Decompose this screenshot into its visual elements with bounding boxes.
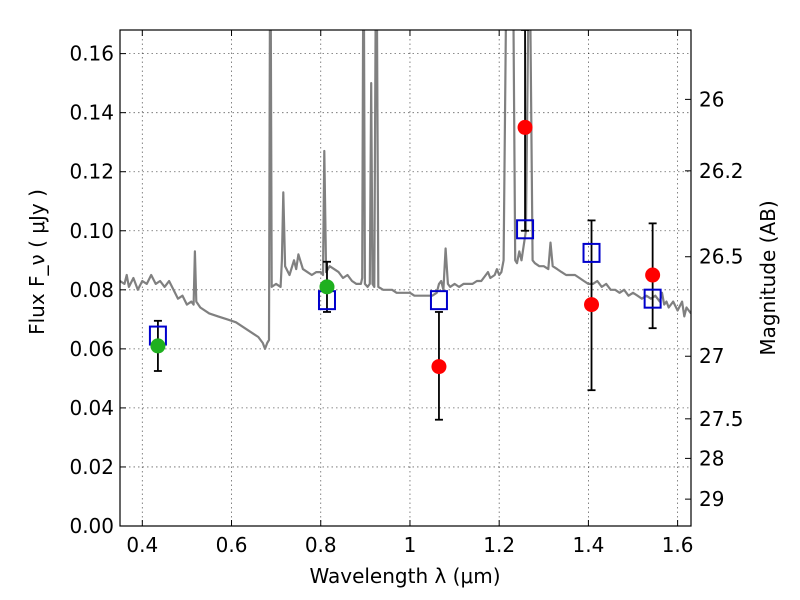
model-photometry-box [582,242,601,263]
y-tick-label: 0.04 [69,396,114,420]
y-tick-label: 0.06 [69,337,114,361]
red-data-point [431,359,447,375]
axis-ticks: 0.4 0.6 0.8 1 1.2 1.4 1.6 0.00 0.02 0.04 0.06 0.08 0… [69,30,744,557]
y-axis-label: Flux F_ν ( μJy ) [25,189,49,335]
model-spectrum-line [120,30,691,350]
red-data-point [517,119,533,135]
y-tick-label: 0.02 [69,455,114,479]
model-photometry-layer [148,219,662,346]
y-tick-label: 0.16 [69,42,114,66]
red-data-point [645,267,661,283]
grid-lines [120,30,691,527]
plot-frame [119,29,692,527]
red-data-point [584,297,600,313]
right-tick-label: 26.5 [699,245,744,269]
green-data-point [150,338,166,354]
model-photometry-box [516,219,535,240]
x-tick-label: 0.6 [216,533,248,557]
observed-points-layer [150,119,661,375]
y-tick-label: 0.10 [69,219,114,243]
right-tick-label: 28 [699,446,724,470]
right-axis-label: Magnitude (AB) [756,200,780,355]
right-tick-label: 26 [699,87,724,111]
right-tick-label: 29 [699,487,724,511]
model-photometry-box [643,288,662,309]
x-tick-label: 0.8 [305,533,337,557]
green-data-point [319,279,335,295]
x-tick-label: 1.6 [662,533,694,557]
y-tick-label: 0.14 [69,101,114,125]
model-photometry-box [429,290,448,311]
right-tick-label: 27 [699,344,724,368]
x-tick-label: 1 [404,533,417,557]
y-tick-label: 0.12 [69,160,114,184]
errorbar-layer [153,30,657,421]
y-tick-label: 0.08 [69,278,114,302]
x-axis-label: Wavelength λ (μm) [309,564,500,588]
x-tick-label: 0.4 [126,533,158,557]
x-tick-label: 1.4 [572,533,604,557]
right-tick-label: 27.5 [699,407,744,431]
y-tick-label: 0.00 [69,514,114,538]
right-tick-label: 26.2 [699,159,744,183]
x-tick-label: 1.2 [483,533,515,557]
model-spectrum-layer [120,30,691,350]
